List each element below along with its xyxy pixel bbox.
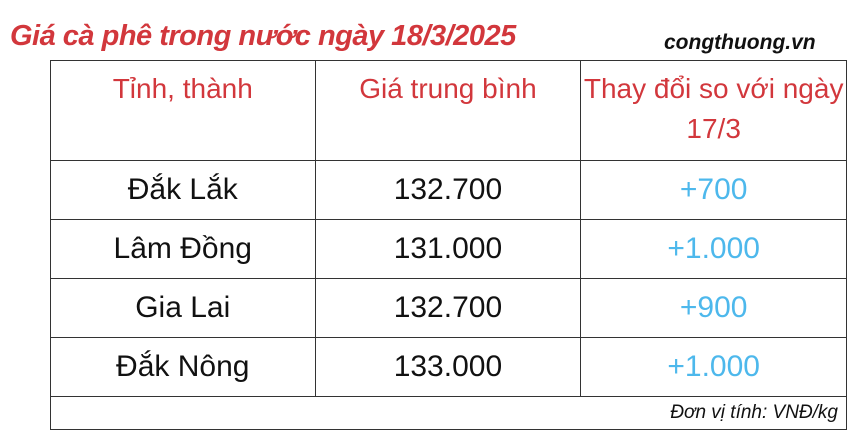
change-cell: +700 — [580, 160, 847, 220]
table-row: Đắk Nông 133.000 +1.000 — [50, 337, 847, 397]
change-cell: +1.000 — [580, 337, 847, 397]
price-cell: 133.000 — [314, 337, 582, 397]
price-cell: 132.700 — [314, 160, 582, 220]
source-label: congthuong.vn — [664, 31, 816, 54]
table-row: Lâm Đồng 131.000 +1.000 — [50, 219, 847, 279]
header-change: Thay đổi so với ngày 17/3 — [580, 60, 847, 161]
header-province: Tỉnh, thành — [50, 60, 316, 161]
table-row: Đắk Lắk 132.700 +700 — [50, 160, 847, 220]
price-cell: 131.000 — [314, 219, 582, 279]
province-cell: Đắk Lắk — [50, 160, 316, 220]
table-footer-row: Đơn vị tính: VNĐ/kg — [50, 396, 847, 430]
page-title: Giá cà phê trong nước ngày 18/3/2025 — [10, 20, 516, 52]
unit-note: Đơn vị tính: VNĐ/kg — [50, 396, 847, 430]
table-row: Gia Lai 132.700 +900 — [50, 278, 847, 338]
province-cell: Gia Lai — [50, 278, 316, 338]
change-cell: +900 — [580, 278, 847, 338]
table-header-row: Tỉnh, thành Giá trung bình Thay đổi so v… — [50, 60, 847, 161]
coffee-price-table: Tỉnh, thành Giá trung bình Thay đổi so v… — [50, 60, 847, 430]
province-cell: Lâm Đồng — [50, 219, 316, 279]
province-cell: Đắk Nông — [50, 337, 316, 397]
price-cell: 132.700 — [314, 278, 582, 338]
header-average-price: Giá trung bình — [314, 60, 582, 161]
change-cell: +1.000 — [580, 219, 847, 279]
